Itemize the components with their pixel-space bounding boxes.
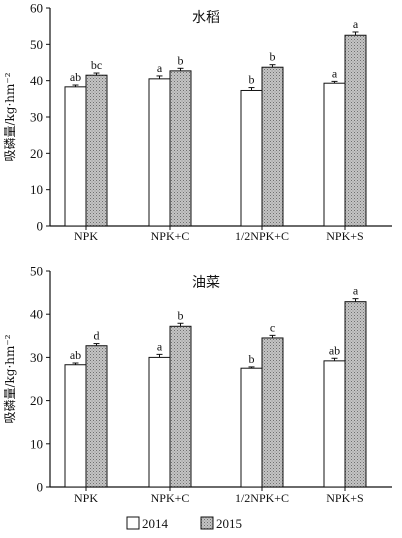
significance-label: b (249, 352, 255, 366)
y-tick-label: 0 (37, 219, 44, 234)
significance-label: a (353, 17, 359, 31)
significance-label: b (249, 73, 255, 87)
legend-label-2014: 2014 (142, 516, 169, 531)
y-tick-label: 50 (30, 37, 43, 52)
bar-2015-NPK-C (169, 325, 192, 488)
y-tick-label: 40 (30, 307, 43, 322)
y-tick-label: 20 (30, 146, 43, 161)
bar-2014-NPK (64, 86, 87, 227)
y-tick-label: 50 (30, 264, 43, 279)
significance-label: c (270, 320, 275, 334)
significance-label: d (94, 329, 100, 343)
bar-2014-NPK-S (323, 82, 346, 227)
significance-label: ab (70, 348, 81, 362)
legend: 2014 2015 (126, 516, 242, 531)
significance-label: a (332, 66, 338, 80)
bar-2014-NPK (64, 364, 87, 488)
significance-label: a (353, 284, 359, 298)
y-tick-label: 10 (30, 182, 43, 197)
significance-label: ab (70, 70, 81, 84)
legend-swatch-2015 (200, 516, 214, 530)
bar-2014-NPK-C (148, 356, 171, 488)
y-tick-label: 30 (30, 350, 43, 365)
y-axis-label: 吸磷量/kg·hm⁻² (2, 334, 17, 423)
panel-title: 油菜 (192, 275, 220, 291)
y-tick-label: 0 (37, 480, 44, 495)
significance-label: b (178, 53, 184, 67)
legend-swatch-2014 (126, 516, 140, 530)
panel-title: 水稻 (192, 10, 220, 26)
category-label: NPK+S (326, 491, 363, 505)
bar-2014-NPK-C (148, 78, 171, 227)
significance-label: b (178, 308, 184, 322)
significance-label: b (270, 50, 276, 64)
category-label: NPK (74, 491, 98, 505)
bar-2015-1-2NPK-C (261, 337, 284, 488)
bar-2014-1-2NPK-C (240, 89, 263, 227)
bar-2015-NPK (85, 345, 108, 488)
significance-label: a (157, 339, 163, 353)
legend-label-2015: 2015 (216, 516, 242, 531)
y-tick-label: 30 (30, 110, 43, 125)
bar-2015-NPK-S (344, 301, 367, 488)
bar-2015-NPK-S (344, 34, 367, 227)
bar-2014-1-2NPK-C (240, 367, 263, 488)
category-label: 1/2NPK+C (235, 229, 289, 243)
category-label: NPK+C (151, 229, 190, 243)
significance-label: a (157, 61, 163, 75)
bar-2015-NPK-C (169, 70, 192, 227)
bar-2014-NPK-S (323, 360, 346, 488)
significance-label: bc (91, 58, 102, 72)
y-tick-label: 10 (30, 436, 43, 451)
y-axis-label: 吸磷量/kg·hm⁻² (2, 72, 17, 161)
y-tick-label: 20 (30, 393, 43, 408)
significance-label: ab (329, 343, 340, 357)
category-label: NPK (74, 229, 98, 243)
y-tick-label: 60 (30, 1, 43, 16)
bar-2015-NPK (85, 74, 108, 227)
category-label: NPK+C (151, 491, 190, 505)
y-tick-label: 40 (30, 73, 43, 88)
category-label: 1/2NPK+C (235, 491, 289, 505)
bar-2015-1-2NPK-C (261, 66, 284, 227)
category-label: NPK+S (326, 229, 363, 243)
